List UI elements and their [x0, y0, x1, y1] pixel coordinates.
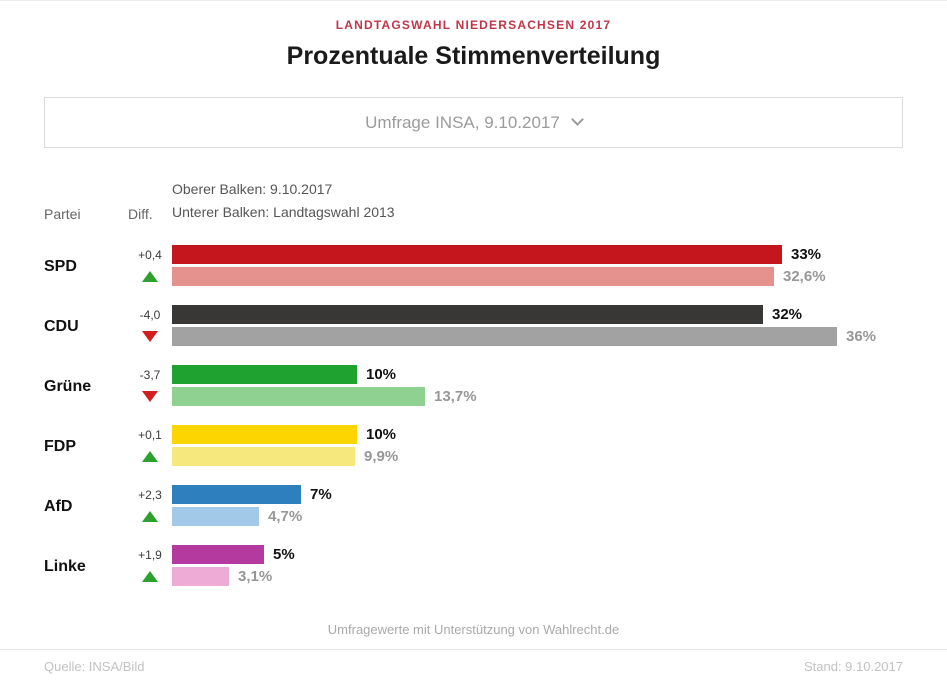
bar-group: 7% 4,7% [172, 485, 903, 529]
bar-previous-value: 9,9% [364, 448, 399, 465]
party-label: Linke [44, 558, 86, 575]
bar-current [172, 425, 357, 444]
party-row: Grüne -3,7 10% 13,7% [44, 365, 903, 409]
diff-cell: +0,1 [128, 425, 172, 469]
legend-upper-bar: Oberer Balken: 9.10.2017 [172, 181, 333, 197]
party-label: Grüne [44, 378, 92, 395]
diff-value: -3,7 [139, 367, 161, 382]
rows-container: SPD +0,4 33% 32,6% CDU -4,0 32% 36% Grüne -3,7 10%… [44, 245, 903, 589]
bar-current [172, 485, 301, 504]
bar-previous [172, 267, 774, 286]
diff-value: +0,1 [138, 427, 162, 442]
bar-current [172, 305, 763, 324]
party-label: FDP [44, 438, 76, 455]
party-label: AfD [44, 498, 73, 515]
legend-lower-bar: Unterer Balken: Landtagswahl 2013 [172, 204, 395, 220]
bar-group: 10% 9,9% [172, 425, 903, 469]
party-column-header: Partei [44, 206, 81, 222]
bar-previous-value: 3,1% [238, 568, 273, 585]
poll-selector-label: Umfrage INSA, 9.10.2017 [365, 112, 560, 132]
diff-value: +0,4 [138, 247, 162, 262]
party-row: Linke +1,9 5% 3,1% [44, 545, 903, 589]
diff-value: -4,0 [139, 307, 161, 322]
bar-previous [172, 567, 229, 586]
credit-line: Umfragewerte mit Unterstützung von Wahlr… [327, 622, 620, 637]
bar-group: 5% 3,1% [172, 545, 903, 589]
source-label: Quelle: INSA/Bild [44, 659, 145, 674]
party-row: FDP +0,1 10% 9,9% [44, 425, 903, 469]
party-row: CDU -4,0 32% 36% [44, 305, 903, 349]
trend-up-icon [142, 271, 158, 282]
trend-down-icon [142, 331, 158, 342]
trend-up-icon [142, 511, 158, 522]
trend-up-icon [142, 451, 158, 462]
bar-previous [172, 507, 259, 526]
bar-previous [172, 327, 837, 346]
bar-legend: Oberer Balken: 9.10.2017 Unterer Balken:… [172, 178, 903, 224]
page-title: Prozentuale Stimmenverteilung [286, 42, 661, 70]
trend-up-icon [142, 571, 158, 582]
diff-cell: +2,3 [128, 485, 172, 529]
bar-previous-value: 4,7% [268, 508, 303, 525]
diff-cell: +1,9 [128, 545, 172, 589]
diff-value: +1,9 [138, 547, 162, 562]
diff-value: +2,3 [138, 487, 162, 502]
stand-label: Stand: 9.10.2017 [803, 659, 903, 674]
diff-cell: -4,0 [128, 305, 172, 349]
diff-cell: +0,4 [128, 245, 172, 289]
bar-previous-value: 13,7% [434, 388, 477, 405]
bar-current [172, 545, 264, 564]
poll-selector-dropdown[interactable]: Umfrage INSA, 9.10.2017 [44, 97, 903, 148]
bar-group: 32% 36% [172, 305, 903, 349]
diff-cell: -3,7 [128, 365, 172, 409]
chevron-down-icon [570, 113, 584, 126]
bar-current-value: 32% [772, 306, 803, 323]
bar-current-value: 5% [273, 546, 295, 563]
diff-column-header: Diff. [128, 206, 153, 222]
bar-current-value: 10% [366, 366, 397, 383]
footer-bar: Quelle: INSA/Bild Stand: 9.10.2017 [0, 649, 947, 674]
party-label: CDU [44, 318, 79, 335]
bar-group: 10% 13,7% [172, 365, 903, 409]
bar-previous [172, 447, 355, 466]
bar-current-value: 33% [791, 246, 822, 263]
bar-current-value: 7% [310, 486, 332, 503]
bar-current [172, 365, 357, 384]
bar-previous-value: 32,6% [783, 268, 826, 285]
election-kicker: LANDTAGSWAHL NIEDERSACHSEN 2017 [335, 18, 612, 32]
bar-previous-value: 36% [846, 328, 877, 345]
bar-current [172, 245, 782, 264]
party-row: AfD +2,3 7% 4,7% [44, 485, 903, 529]
bar-current-value: 10% [366, 426, 397, 443]
table-header: Partei Diff. Oberer Balken: 9.10.2017 Un… [44, 178, 903, 224]
party-label: SPD [44, 258, 77, 275]
bar-group: 33% 32,6% [172, 245, 903, 289]
trend-down-icon [142, 391, 158, 402]
bar-previous [172, 387, 425, 406]
party-row: SPD +0,4 33% 32,6% [44, 245, 903, 289]
